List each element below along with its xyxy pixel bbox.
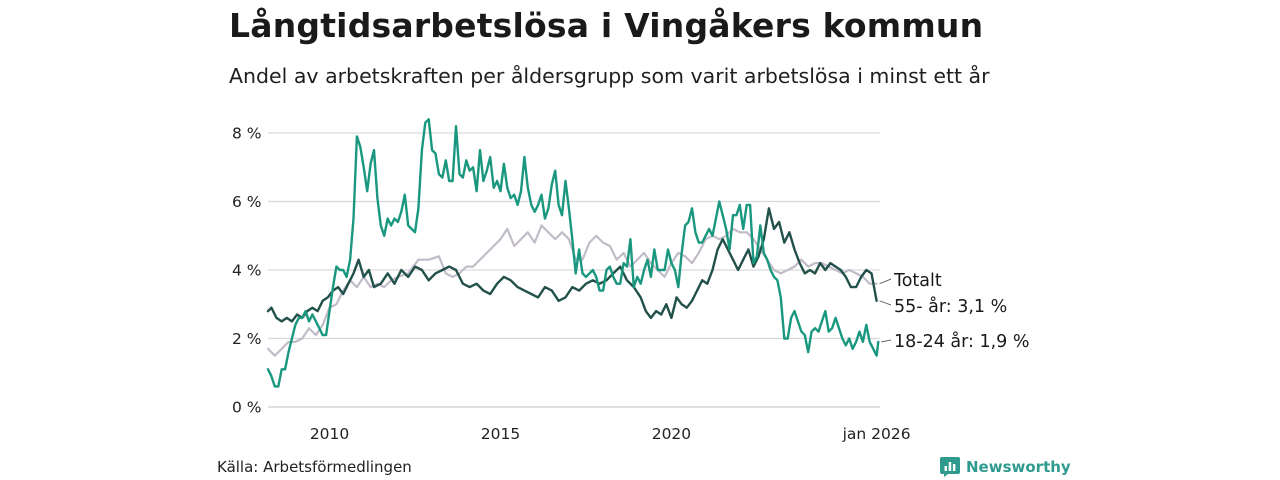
x-tick-label: 2015 [481,425,520,443]
end-label-connector-total [879,278,892,285]
newsworthy-logo-icon [940,457,960,477]
x-tick-label: 2010 [310,425,349,443]
end-label-total: Totalt [893,271,942,291]
source-note: Källa: Arbetsförmedlingen [217,458,412,476]
series-line-senior [266,207,878,323]
x-tick-label: jan 2026 [842,425,911,443]
end-label-senior: 55- år: 3,1 % [894,296,1007,317]
series-line-total [266,224,878,357]
end-label-connector-youth [881,339,892,343]
x-tick-label: 2020 [652,425,691,443]
y-tick-label: 0 % [232,399,262,417]
chart-subtitle: Andel av arbetskraften per åldersgrupp s… [229,64,990,88]
brand-name: Newsworthy [966,458,1071,476]
y-tick-label: 4 % [232,262,262,280]
end-label-youth: 18-24 år: 1,9 % [894,331,1030,352]
y-tick-label: 2 % [232,330,262,348]
y-tick-label: 8 % [232,125,262,143]
y-tick-label: 6 % [232,193,262,211]
end-label-connector-senior [879,300,892,306]
chart-title: Långtidsarbetslösa i Vingåkers kommun [229,6,984,45]
series-line-youth [266,118,880,388]
brand-logo: Newsworthy [940,457,1071,477]
